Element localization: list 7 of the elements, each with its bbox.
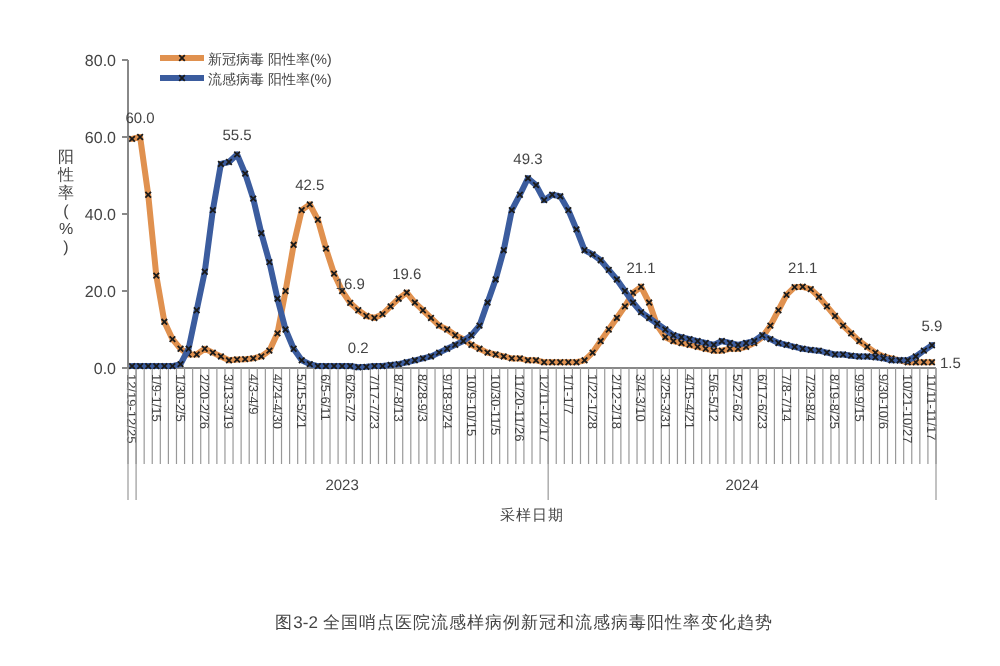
y-tick-label: 0.0 bbox=[93, 360, 118, 378]
caption: 图3-2 全国哨点医院流感样病例新冠和流感病毒阳性率变化趋势 bbox=[275, 612, 773, 632]
y-tick-label: 20.0 bbox=[84, 283, 118, 301]
y-tick-label: 40.0 bbox=[84, 206, 118, 224]
y-tick-label: 60.0 bbox=[84, 129, 118, 147]
ylabel: 阳性率(%) bbox=[58, 148, 74, 256]
y-tick-label: 80.0 bbox=[84, 52, 118, 70]
